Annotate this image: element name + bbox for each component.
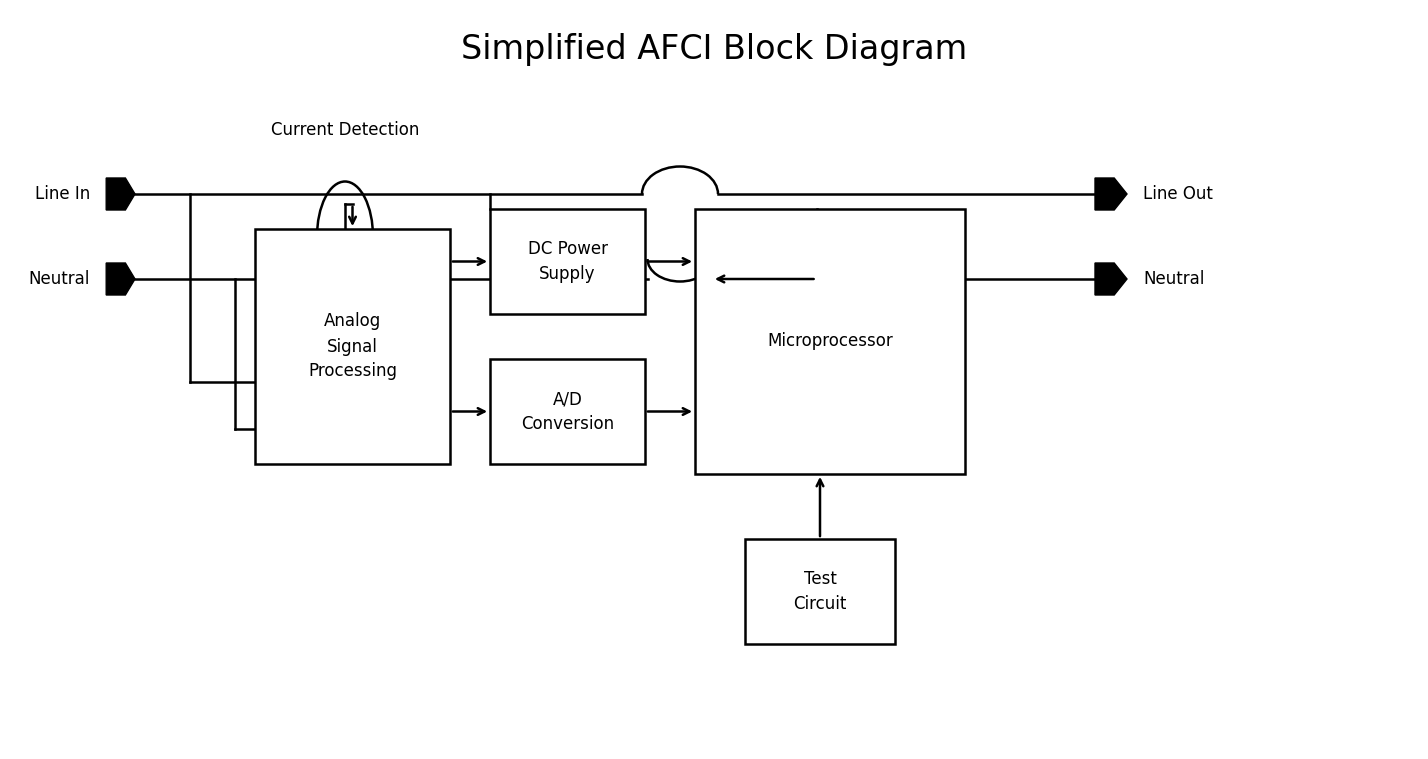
Text: Line In: Line In	[34, 185, 90, 203]
Text: Current Detection: Current Detection	[271, 121, 420, 139]
Bar	[745, 539, 895, 644]
Polygon shape	[1095, 178, 1127, 210]
Text: A/D
Conversion: A/D Conversion	[521, 390, 614, 433]
Polygon shape	[106, 178, 136, 210]
Text: DC Power
Supply: DC Power Supply	[527, 240, 607, 283]
Text: Microprocessor: Microprocessor	[767, 332, 892, 351]
Text: Test
Circuit: Test Circuit	[794, 570, 847, 613]
Bar	[490, 359, 645, 464]
Polygon shape	[106, 263, 136, 295]
Text: Neutral: Neutral	[29, 270, 90, 288]
Text: Simplified AFCI Block Diagram: Simplified AFCI Block Diagram	[461, 33, 967, 65]
Text: Neutral: Neutral	[1142, 270, 1204, 288]
Text: Analog
Signal
Processing: Analog Signal Processing	[308, 313, 397, 380]
Bar	[695, 209, 965, 474]
Polygon shape	[1095, 263, 1127, 295]
Bar	[256, 229, 450, 464]
Bar	[490, 209, 645, 314]
Text: Line Out: Line Out	[1142, 185, 1212, 203]
